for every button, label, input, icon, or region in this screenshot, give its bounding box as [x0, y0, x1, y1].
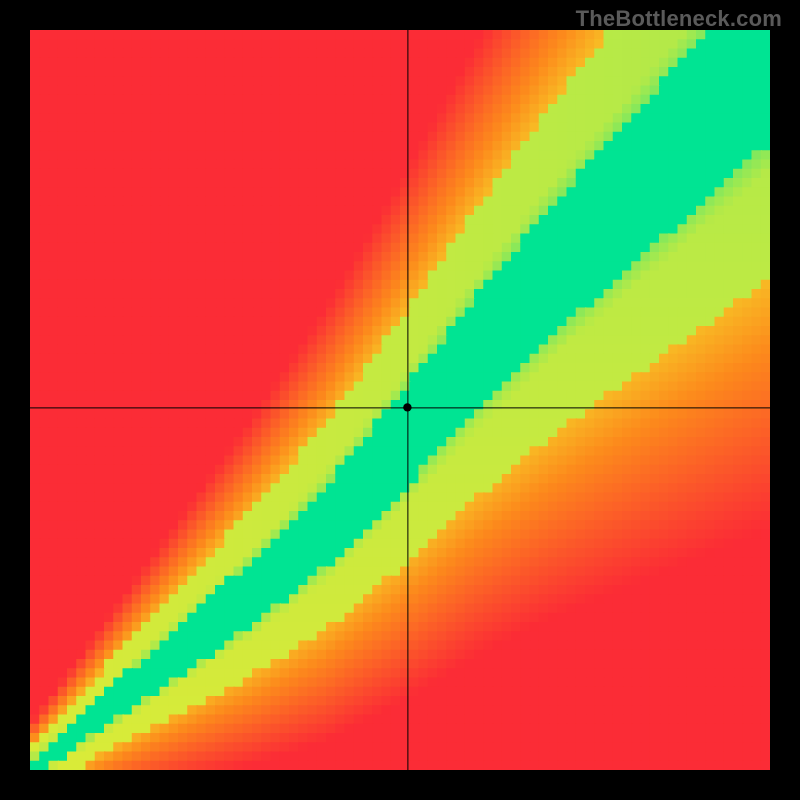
heatmap-canvas [30, 30, 770, 770]
bottleneck-heatmap [30, 30, 770, 770]
watermark-text: TheBottleneck.com [576, 6, 782, 32]
